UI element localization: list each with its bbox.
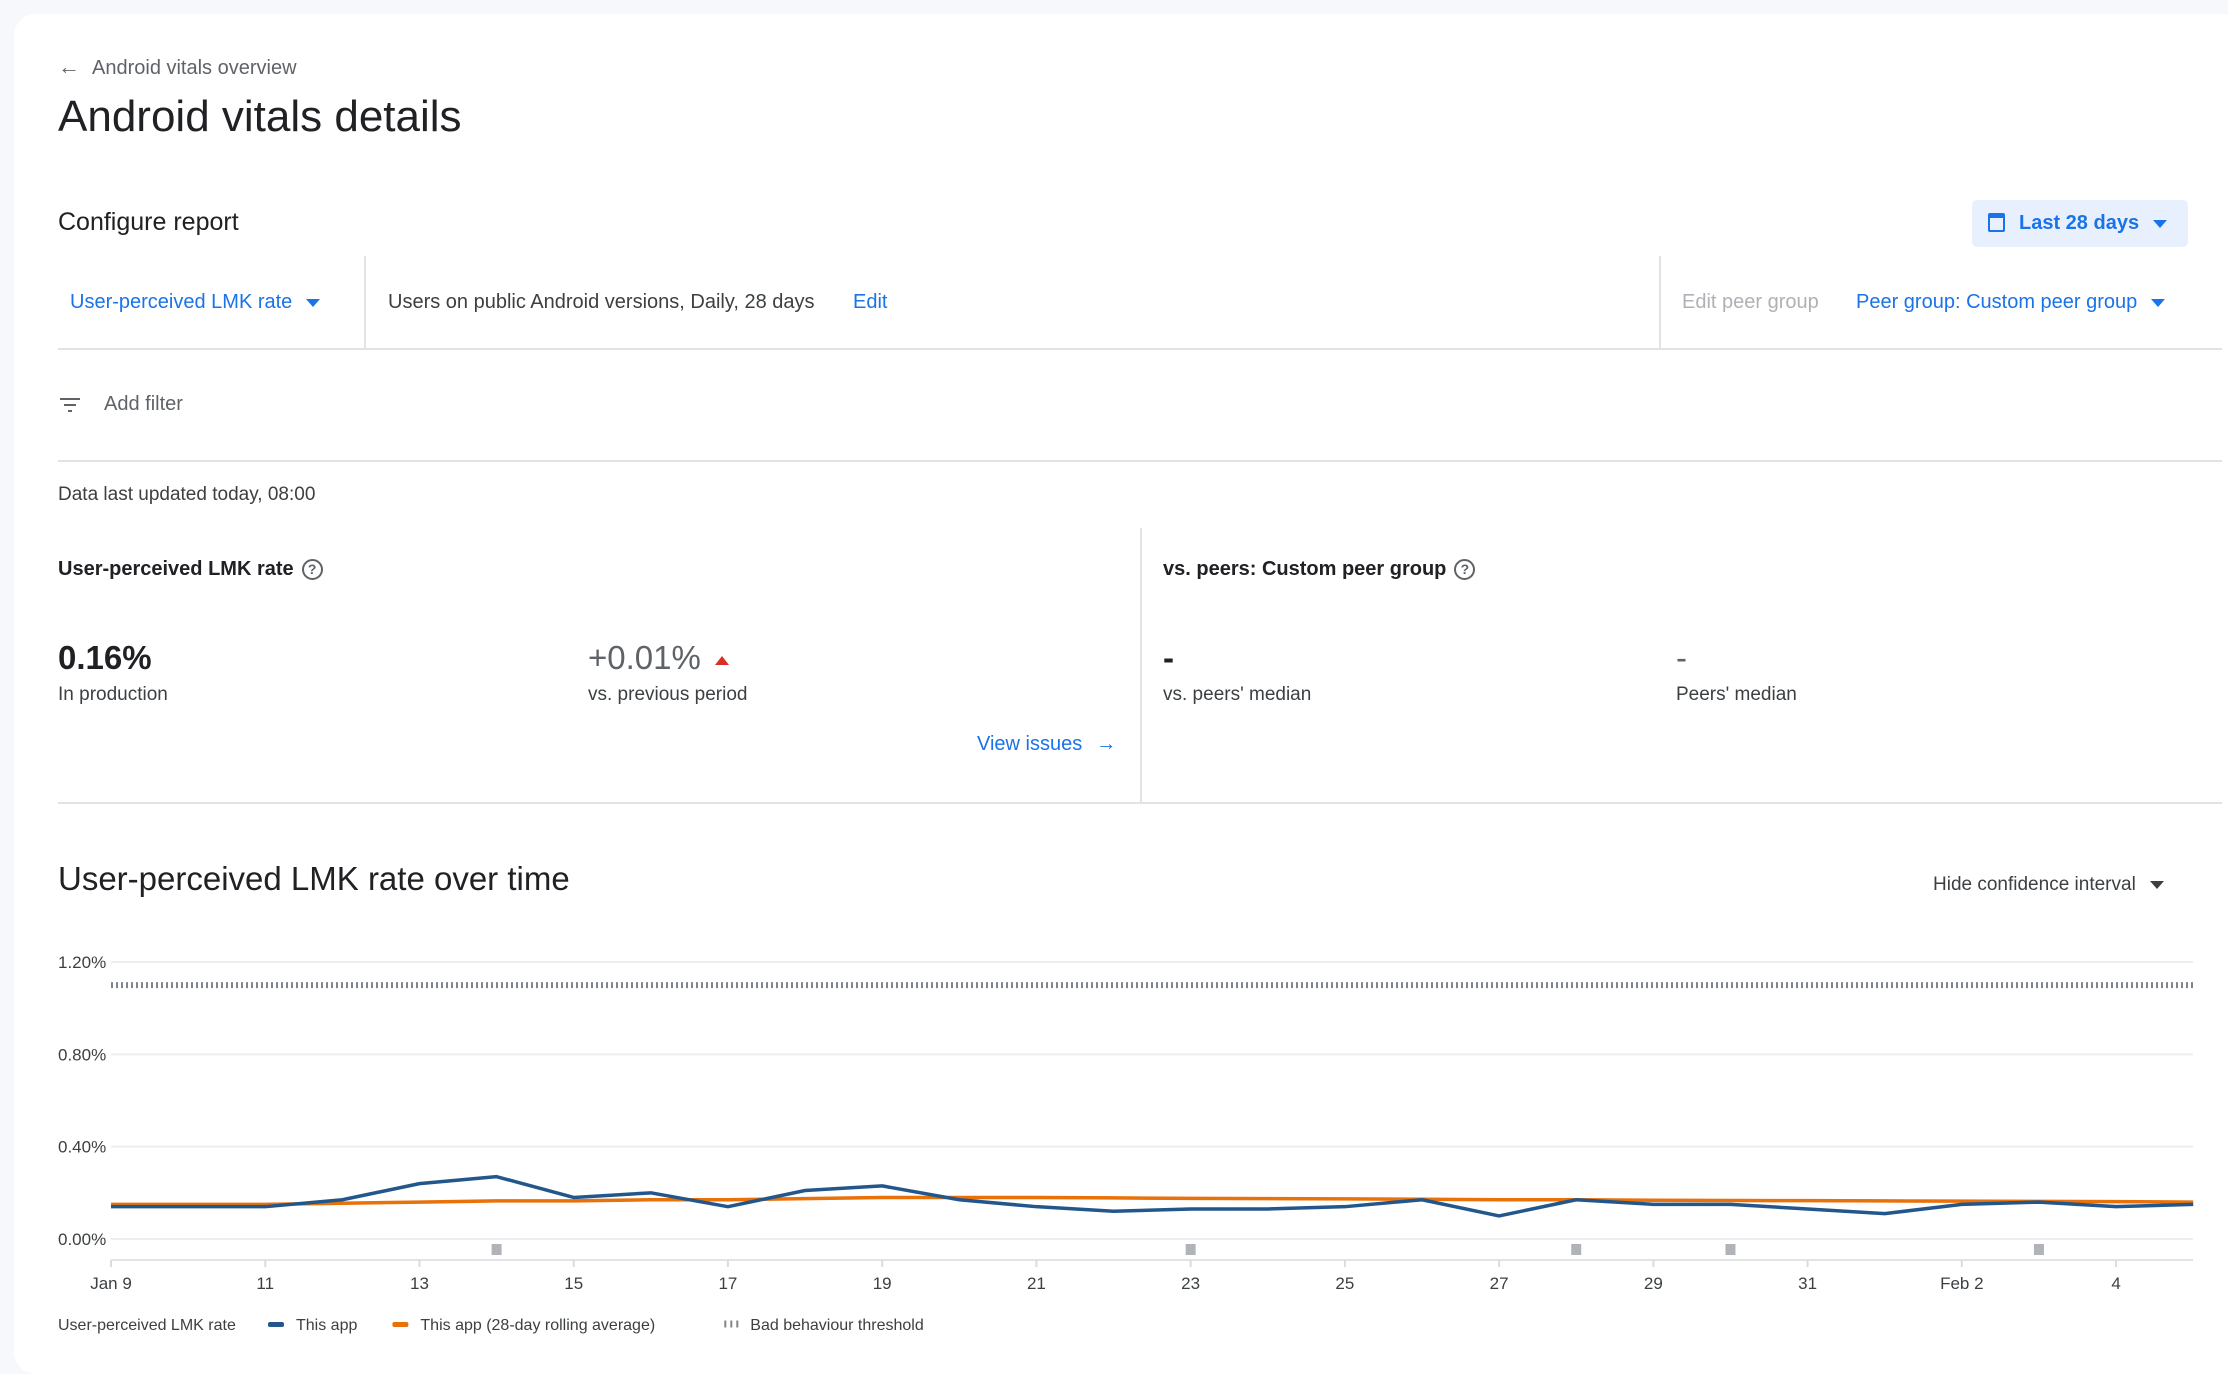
arrow-forward-icon: → [1096,733,1117,755]
legend-item: This app (28-day rolling average) [420,1317,655,1334]
chevron-down-icon [2149,880,2164,889]
calendar-icon [1988,213,2005,232]
x-tick-label: 4 [2111,1274,2120,1293]
chevron-down-icon [306,298,321,307]
annotation-marker [1185,1244,1196,1255]
legend-item: Bad behaviour threshold [750,1317,923,1334]
x-tick-label: 17 [718,1274,737,1293]
peer-group-label: Peer group: Custom peer group [1856,291,2138,313]
peers-panel-title: vs. peers: Custom peer group? [1163,558,1476,581]
annotation-marker [2033,1244,2044,1255]
x-tick-label: Feb 2 [1940,1274,1983,1293]
confidence-interval-dropdown[interactable]: Hide confidence interval [1933,874,2164,896]
y-tick-label: 0.40% [58,1138,106,1157]
metric-value: 0.16% [58,639,152,676]
vs-peers-median-label: vs. peers' median [1163,684,1312,705]
breadcrumb[interactable]: ← Android vitals overview [58,54,297,80]
y-tick-label: 1.20% [58,953,106,972]
annotation-marker [1571,1244,1582,1255]
metric-title-text: User-perceived LMK rate [58,558,294,580]
view-issues-label: View issues [977,733,1083,755]
chart-title: User-perceived LMK rate over time [58,860,570,897]
metric-change-label: vs. previous period [588,684,748,705]
metric-change-value: +0.01% [588,639,701,676]
add-filter-button[interactable]: Add filter [60,393,183,416]
x-tick-label: 11 [256,1274,274,1293]
peers-median-label: Peers' median [1676,684,1797,705]
peer-group-dropdown[interactable]: Peer group: Custom peer group [1856,291,2166,314]
peers-median-value: - [1676,639,1687,676]
annotation-marker [491,1244,502,1255]
confidence-label: Hide confidence interval [1933,874,2136,895]
legend-swatch [268,1322,284,1327]
x-tick-label: 23 [1181,1274,1200,1293]
x-tick-label: 13 [410,1274,429,1293]
x-tick-label: 21 [1027,1274,1046,1293]
legend-title: User-perceived LMK rate [58,1317,236,1334]
peers-title-text: vs. peers: Custom peer group [1163,558,1447,580]
x-tick-label: 29 [1644,1274,1663,1293]
x-tick-label: 31 [1798,1274,1817,1293]
date-range-button[interactable]: Last 28 days [1972,200,2188,247]
vs-peers-median-value: - [1163,639,1174,676]
series-line-this-app [111,1174,2194,1218]
y-tick-label: 0.00% [58,1230,106,1249]
annotation-marker [1725,1244,1736,1255]
chevron-down-icon [2153,219,2168,228]
chevron-down-icon [2151,298,2166,307]
arrow-back-icon: ← [58,54,80,79]
metric-dropdown-label: User-perceived LMK rate [70,291,293,313]
x-tick-label: 19 [873,1274,892,1293]
metric-value-label: In production [58,684,168,705]
help-icon[interactable]: ? [301,559,323,581]
add-filter-label: Add filter [104,393,183,415]
breadcrumb-link[interactable]: Android vitals overview [92,57,297,79]
x-tick-label: Jan 9 [90,1274,132,1293]
view-issues-link[interactable]: View issues → [977,733,1116,756]
y-tick-label: 0.80% [58,1045,106,1064]
data-updated-text: Data last updated today, 08:00 [58,484,316,505]
metric-dropdown[interactable]: User-perceived LMK rate [70,291,321,314]
x-tick-label: 25 [1335,1274,1354,1293]
edit-peer-group-button[interactable]: Edit peer group [1682,291,1819,313]
edit-link[interactable]: Edit [853,291,888,313]
filter-icon [60,397,80,412]
configure-report-heading: Configure report [58,208,239,236]
metric-panel-title: User-perceived LMK rate? [58,558,323,581]
x-tick-label: 27 [1490,1274,1509,1293]
x-tick-label: 15 [564,1274,583,1293]
page-title: Android vitals details [58,92,462,141]
legend-item: This app [296,1317,357,1334]
metric-change: +0.01% [588,639,729,677]
trend-up-icon [714,655,729,665]
legend-swatch [392,1322,409,1327]
date-range-label: Last 28 days [2019,212,2140,234]
help-icon[interactable]: ? [1454,559,1476,581]
series-line-this-app-28-day-rolling-average- [111,1195,2194,1207]
population-text: Users on public Android versions, Daily,… [388,291,815,313]
